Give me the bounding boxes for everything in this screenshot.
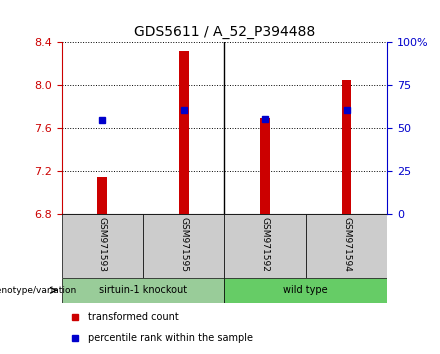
- Bar: [62, 278, 224, 303]
- Bar: [143, 214, 224, 278]
- Text: transformed count: transformed count: [88, 312, 178, 322]
- Text: GSM971592: GSM971592: [260, 217, 270, 272]
- Bar: [62, 214, 143, 278]
- Bar: [224, 278, 387, 303]
- Text: wild type: wild type: [283, 285, 328, 295]
- Text: genotype/variation: genotype/variation: [0, 286, 77, 295]
- Text: sirtuin-1 knockout: sirtuin-1 knockout: [99, 285, 187, 295]
- Bar: [306, 214, 387, 278]
- Bar: [260, 118, 270, 214]
- Bar: [224, 214, 306, 278]
- Bar: [179, 51, 189, 214]
- Text: percentile rank within the sample: percentile rank within the sample: [88, 332, 253, 343]
- Text: GSM971595: GSM971595: [179, 217, 188, 272]
- Bar: [97, 177, 107, 214]
- Text: GSM971593: GSM971593: [98, 217, 107, 272]
- Title: GDS5611 / A_52_P394488: GDS5611 / A_52_P394488: [134, 25, 315, 39]
- Text: GSM971594: GSM971594: [342, 217, 351, 272]
- Bar: [341, 80, 352, 214]
